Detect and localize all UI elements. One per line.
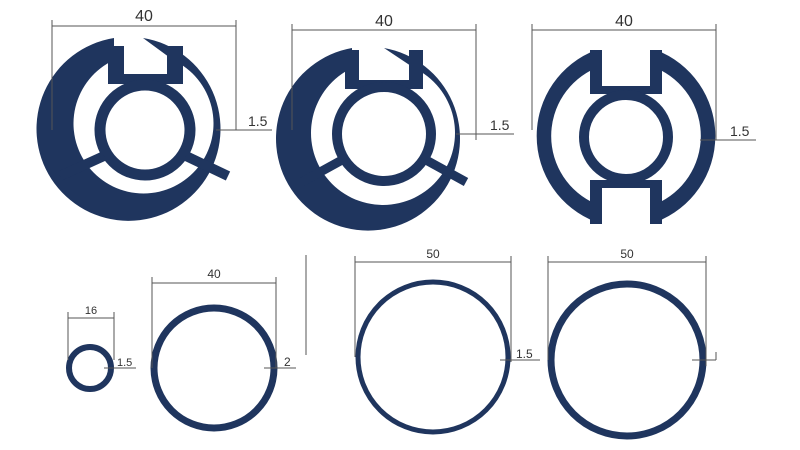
profile-3-bottom-left-post bbox=[590, 180, 602, 224]
profile-2-slot-left bbox=[345, 50, 359, 88]
profile-3-top-left-post bbox=[590, 50, 602, 94]
profile-1-spoke-right bbox=[183, 151, 231, 181]
tube-1-diameter-label: 16 bbox=[85, 305, 97, 317]
profile-2-center-ring bbox=[332, 82, 436, 186]
profile-1-wall-label: 1.5 bbox=[248, 113, 268, 129]
profile-1: 40 1.5 bbox=[36, 8, 272, 221]
tube-2-wall-label: 2 bbox=[284, 355, 291, 369]
tube-4-diameter-label: 50 bbox=[620, 247, 634, 261]
profile-1-width-label: 40 bbox=[135, 8, 153, 25]
tube-3-wall-label: 1.5 bbox=[516, 347, 533, 361]
profile-2: 40 1.5 bbox=[275, 13, 514, 231]
profile-3-bottom-right-post bbox=[650, 180, 662, 224]
profile-1-outer-shell bbox=[36, 38, 221, 221]
profile-2-width-label: 40 bbox=[375, 13, 393, 30]
profile-3-left-shell bbox=[536, 50, 596, 222]
profile-1-spoke-left bbox=[57, 151, 107, 181]
profile-1-slot-right bbox=[167, 46, 183, 82]
profile-3-wall-label: 1.5 bbox=[730, 123, 750, 139]
tube-3: 50 1.5 bbox=[354, 247, 540, 435]
tube-2: 40 2 bbox=[150, 255, 307, 432]
profile-3-right-shell bbox=[656, 50, 716, 222]
tube-3-diameter-label: 50 bbox=[426, 247, 440, 261]
profile-2-spoke-left bbox=[299, 156, 345, 186]
tube-2-ring bbox=[150, 304, 278, 432]
tube-4-ring bbox=[547, 280, 707, 440]
tube-4: 50 bbox=[547, 247, 717, 440]
tube-1: 16 1.5 bbox=[66, 305, 136, 392]
tube-1-wall-label: 1.5 bbox=[117, 357, 132, 369]
profile-1-center-ring bbox=[94, 79, 196, 181]
tube-3-ring bbox=[355, 279, 511, 435]
profile-3: 40 1.5 bbox=[531, 13, 756, 224]
profile-2-slot-right bbox=[409, 50, 423, 88]
profile-3-top-right-post bbox=[650, 50, 662, 94]
profile-1-slot-left bbox=[108, 46, 124, 82]
profile-2-wall-label: 1.5 bbox=[490, 117, 510, 133]
profile-2-spoke-right bbox=[423, 156, 469, 186]
tube-2-diameter-label: 40 bbox=[207, 267, 221, 281]
profile-1-slot-bridge bbox=[108, 74, 183, 84]
profile-3-width-label: 40 bbox=[615, 13, 633, 30]
profile-3-center-ring bbox=[579, 90, 673, 184]
profile-2-outer-shell bbox=[275, 48, 460, 231]
